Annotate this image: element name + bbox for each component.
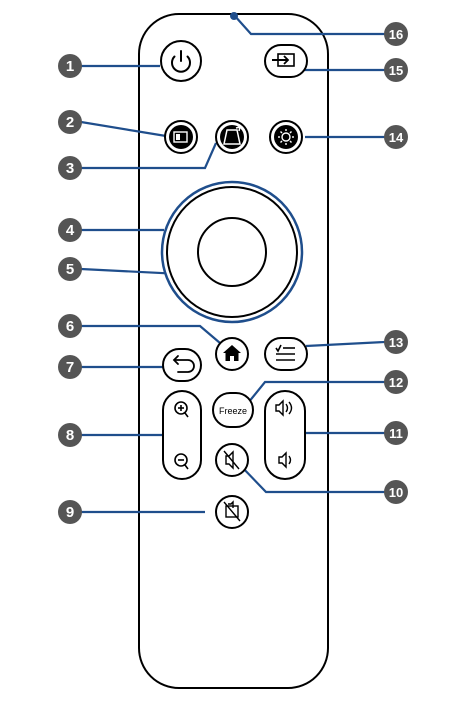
callout-9-badge	[58, 500, 82, 524]
keystone-icon	[223, 125, 242, 145]
input-icon	[272, 53, 295, 67]
power-button[interactable]	[160, 40, 202, 82]
callout-9-number: 9	[66, 504, 74, 521]
callout-1-badge	[58, 54, 82, 78]
leader-lines	[80, 14, 386, 514]
callout-3-number: 3	[66, 160, 74, 177]
callout-3: 3	[58, 156, 82, 180]
callout-2-number: 2	[66, 114, 74, 131]
zoom-out-icon	[174, 453, 189, 470]
freeze-button[interactable]: Freeze	[212, 392, 254, 428]
leader-line-6	[81, 324, 221, 344]
source-search-icon	[173, 131, 188, 143]
callout-10: 10	[384, 480, 408, 504]
callout-14-badge	[384, 125, 408, 149]
callout-8: 8	[58, 423, 82, 447]
callout-13: 13	[384, 330, 408, 354]
source-search-button[interactable]	[164, 120, 198, 154]
brightness-button[interactable]	[269, 120, 303, 154]
callout-15-badge	[384, 58, 408, 82]
volume-up-icon	[275, 399, 293, 417]
freeze-label: Freeze	[219, 406, 247, 416]
callout-15: 15	[384, 58, 408, 82]
callout-13-badge	[384, 330, 408, 354]
menu-button[interactable]	[264, 337, 308, 371]
callout-6: 6	[58, 314, 82, 338]
callout-6-number: 6	[66, 318, 74, 335]
callout-12: 12	[384, 370, 408, 394]
back-arrow-icon	[172, 355, 195, 373]
callout-5-badge	[58, 257, 82, 281]
leader-line-16	[233, 14, 385, 36]
callout-16-badge	[384, 22, 408, 46]
volume-rocker[interactable]	[264, 390, 306, 480]
callout-1-number: 1	[66, 58, 74, 75]
callout-14: 14	[384, 125, 408, 149]
leader-line-3	[81, 142, 218, 170]
menu-icon	[275, 344, 295, 361]
callout-3-badge	[58, 156, 82, 180]
home-button[interactable]	[215, 337, 249, 371]
callout-8-number: 8	[66, 427, 74, 444]
callout-16: 16	[384, 22, 408, 46]
volume-down-icon	[278, 451, 292, 469]
callout-5: 5	[58, 257, 82, 281]
callout-11-number: 11	[389, 426, 403, 441]
mute-icon	[223, 450, 240, 470]
zoom-rocker[interactable]	[162, 390, 202, 480]
back-button[interactable]	[162, 348, 202, 382]
callout-15-number: 15	[389, 63, 403, 78]
callout-16-number: 16	[389, 27, 403, 42]
callout-10-number: 10	[389, 485, 403, 500]
audio-mute-button[interactable]	[215, 443, 249, 477]
callout-13-number: 13	[389, 335, 403, 350]
callout-7-badge	[58, 355, 82, 379]
brightness-icon	[278, 129, 294, 145]
callout-6-badge	[58, 314, 82, 338]
keystone-button[interactable]	[215, 120, 249, 154]
callout-14-number: 14	[389, 130, 404, 145]
callout-12-number: 12	[389, 375, 403, 390]
callout-11: 11	[384, 421, 408, 445]
callout-12-badge	[384, 370, 408, 394]
callout-9: 9	[58, 500, 82, 524]
callout-5-number: 5	[66, 261, 74, 278]
enter-button[interactable]	[197, 217, 267, 287]
power-icon	[171, 50, 191, 73]
callout-2: 2	[58, 110, 82, 134]
leader-line-10	[239, 464, 385, 494]
callout-11-badge	[384, 421, 408, 445]
callout-4-number: 4	[66, 222, 75, 239]
callout-8-badge	[58, 423, 82, 447]
callout-4: 4	[58, 218, 82, 242]
ir-emitter	[230, 12, 238, 20]
av-mute-button[interactable]	[215, 495, 249, 529]
home-icon	[223, 345, 241, 361]
callout-1: 1	[58, 54, 82, 78]
callout-2-badge	[58, 110, 82, 134]
source-button[interactable]	[264, 44, 308, 78]
callout-7-number: 7	[66, 359, 74, 376]
zoom-in-icon	[174, 401, 189, 418]
leader-line-2	[80, 120, 167, 138]
leader-line-12	[247, 380, 385, 404]
callout-10-badge	[384, 480, 408, 504]
callout-4-badge	[58, 218, 82, 242]
leader-line-13	[305, 340, 386, 348]
callout-7: 7	[58, 355, 82, 379]
av-mute-icon	[223, 500, 241, 522]
